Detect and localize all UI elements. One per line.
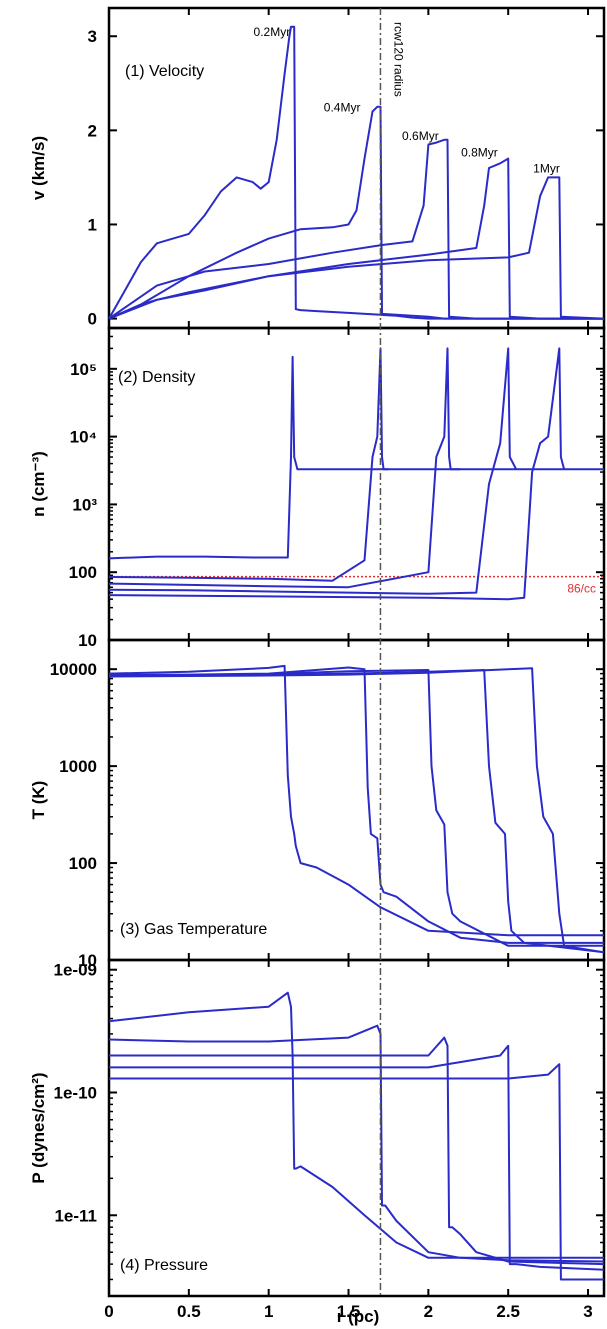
y-tick-label: 3	[88, 27, 97, 46]
y-tick-label: 10	[78, 951, 97, 970]
panels: 0 1 2 3 v (km/s) (1) Velocity 0.2Myr 0.4Myr 0.6M…	[29, 6, 606, 1321]
vertical-reference-label: rcw120 radius	[391, 22, 405, 97]
y-tick-label: 10⁵	[70, 360, 97, 379]
y-tick-label: 1e-11	[54, 1206, 97, 1225]
y-tick-label: 0	[88, 310, 97, 329]
series-line-4	[108, 157, 604, 320]
x-tick-label: 0.5	[177, 1302, 201, 1321]
snapshot-label: 0.2Myr	[254, 25, 291, 39]
series-line-1	[108, 664, 604, 937]
snapshot-label: 0.8Myr	[461, 146, 498, 160]
y-tick-label: 10	[78, 631, 97, 650]
snapshot-label: 1Myr	[533, 162, 560, 176]
series-line-5	[108, 667, 605, 954]
panel-4: 0 0.5 1 1.5 2 2.5 3 1e-11 1e-10 1e-09 P (dynes/cm²…	[29, 958, 606, 1321]
panel-frame	[107, 958, 606, 1298]
series-line-4	[109, 1044, 605, 1271]
overlay: rcw120 radius	[379, 8, 405, 1296]
series-line-1	[108, 25, 604, 320]
y-tick-label: 1e-09	[54, 961, 97, 980]
y-axis-title: T (K)	[29, 781, 48, 820]
series-line-1	[108, 991, 604, 1259]
snapshot-label: 0.4Myr	[324, 101, 361, 115]
x-tick-label: 1	[264, 1302, 273, 1321]
x-tick-label: 2	[424, 1302, 433, 1321]
horizontal-reference-label: 86/cc	[567, 582, 596, 596]
y-axis-title: n (cm⁻³)	[29, 451, 48, 517]
panel-1: 0 1 2 3 v (km/s) (1) Velocity 0.2Myr 0.4Myr 0.6M…	[29, 6, 606, 330]
x-tick-label: 0	[104, 1302, 113, 1321]
y-tick-label: 1e-10	[54, 1083, 97, 1102]
series-line-3	[108, 347, 461, 589]
y-tick-label: 1000	[59, 757, 97, 776]
y-tick-label: 100	[69, 563, 97, 582]
panel-label: (1) Velocity	[125, 63, 204, 80]
panel-2: 10 100 10³ 10⁴ 10⁵ n (cm⁻³) 86/cc (2) Density	[29, 326, 606, 650]
series-line-5	[109, 1063, 604, 1281]
x-tick-label: 1.5	[337, 1302, 361, 1321]
series-line-3	[108, 138, 604, 320]
y-tick-label: 2	[88, 121, 97, 140]
panel-label: (2) Density	[118, 369, 195, 386]
y-tick-label: 1	[88, 215, 97, 234]
y-tick-label: 10³	[72, 495, 97, 514]
panel-label: (3) Gas Temperature	[120, 921, 267, 938]
y-axis-title: v (km/s)	[29, 136, 48, 200]
series-line-4	[108, 347, 518, 595]
x-tick-label: 2.5	[496, 1302, 520, 1321]
snapshot-label: 0.6Myr	[402, 129, 439, 143]
y-axis-title: P (dynes/cm²)	[29, 1072, 48, 1183]
series-line-2	[108, 1024, 605, 1263]
y-tick-label: 100	[69, 854, 97, 873]
series-line-3	[109, 1036, 605, 1266]
x-tick-label: 3	[583, 1302, 592, 1321]
series-line-2	[108, 666, 604, 944]
series-line-2	[108, 105, 604, 320]
series-line-5	[108, 347, 566, 601]
y-tick-label: 10000	[50, 660, 97, 679]
panel-label: (4) Pressure	[120, 1257, 208, 1274]
y-tick-label: 10⁴	[70, 428, 97, 447]
series-line-2	[108, 347, 389, 582]
series-line-5	[108, 176, 605, 320]
x-axis-title: r (pc)	[337, 1307, 380, 1326]
series-line-1	[108, 355, 604, 560]
